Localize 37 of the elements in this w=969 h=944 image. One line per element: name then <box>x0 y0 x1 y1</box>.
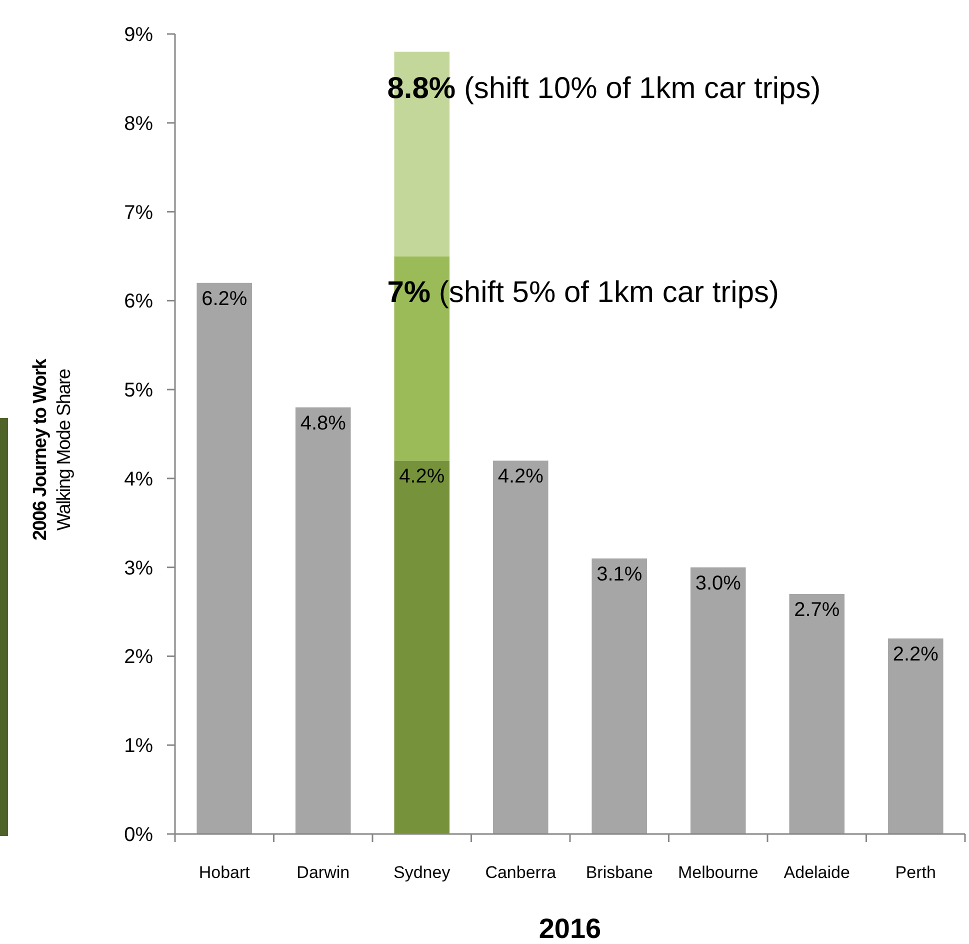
data-label: 2.7% <box>794 599 840 621</box>
x-tick-label: Hobart <box>198 863 250 882</box>
annotation: 8.8% (shift 10% of 1km car trips) <box>387 72 821 105</box>
x-tick-label: Adelaide <box>784 863 850 882</box>
y-tick-label: 9% <box>124 24 154 46</box>
y-tick-label: 7% <box>124 202 154 224</box>
bar <box>295 407 351 834</box>
x-tick-label: Sydney <box>394 863 451 882</box>
x-axis-title: 2016 <box>538 913 602 944</box>
x-tick-label: Canberra <box>485 863 557 882</box>
x-tick-label: Melbourne <box>678 863 758 882</box>
bar <box>888 638 944 834</box>
bar <box>690 567 746 834</box>
data-label: 2.2% <box>892 643 939 666</box>
y-tick-label: 2% <box>124 646 154 668</box>
y-tick-label: 1% <box>124 735 154 758</box>
bar <box>789 594 845 834</box>
y-tick-label: 6% <box>124 290 154 313</box>
data-label: 4.2% <box>399 466 445 488</box>
x-tick-label: Perth <box>895 863 936 882</box>
y-tick-label: 8% <box>124 112 154 135</box>
bar <box>196 282 252 834</box>
data-label: 3.0% <box>695 572 742 594</box>
data-label: 3.1% <box>596 563 642 586</box>
x-tick-label: Brisbane <box>586 863 653 882</box>
y-tick-label: 0% <box>124 824 154 846</box>
y-axis-title: 2006 Journey to Work Walking Mode Share <box>30 358 75 541</box>
y-tick-label: 3% <box>124 557 154 580</box>
data-label: 4.2% <box>498 466 544 488</box>
bar <box>492 460 548 834</box>
bar <box>592 558 648 834</box>
data-label: 4.8% <box>300 412 346 434</box>
bar <box>394 460 450 834</box>
x-tick-label: Darwin <box>296 863 350 882</box>
y-tick-label: 5% <box>124 380 154 402</box>
data-label: 6.2% <box>202 288 248 310</box>
y-tick-label: 4% <box>124 468 154 490</box>
